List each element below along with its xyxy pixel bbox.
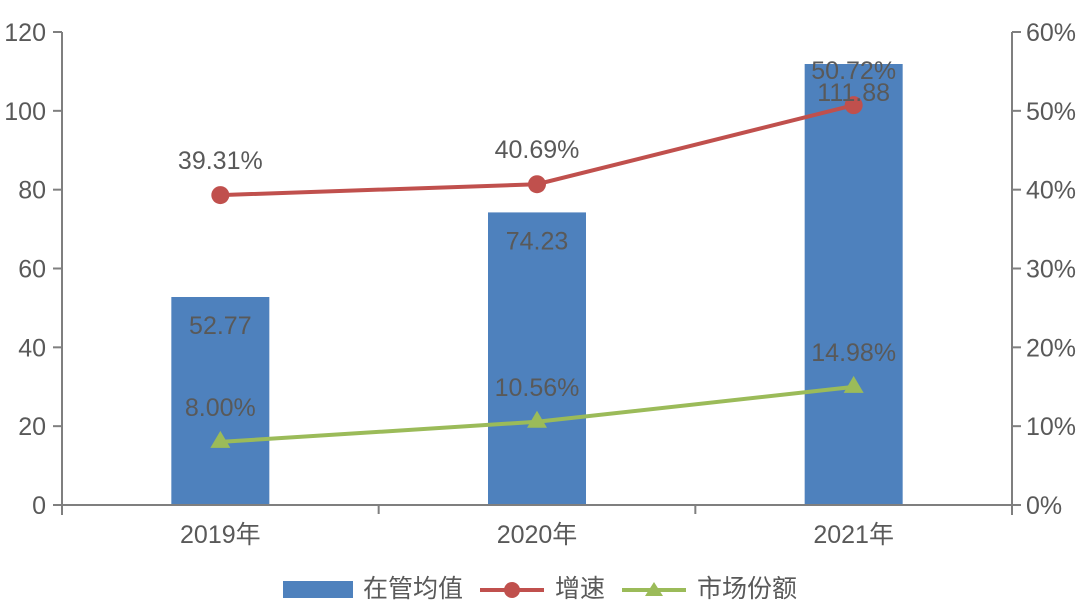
right-axis-tick-label: 40% bbox=[1026, 177, 1076, 205]
line-data-label: 39.31% bbox=[178, 147, 263, 175]
bar-2020年 bbox=[488, 212, 586, 505]
legend-label-share: 市场份额 bbox=[697, 575, 798, 603]
category-label: 2021年 bbox=[813, 521, 894, 549]
legend-item-bar: 在管均值 bbox=[282, 575, 463, 603]
right-axis-tick-label: 60% bbox=[1026, 19, 1076, 47]
line-data-label: 14.98% bbox=[811, 339, 896, 367]
bar-data-label: 74.23 bbox=[506, 227, 569, 255]
share-point-marker bbox=[527, 410, 547, 428]
growth-point-marker bbox=[528, 175, 546, 194]
bar-2019年 bbox=[171, 296, 270, 505]
legend-label-growth: 增速 bbox=[554, 575, 605, 603]
plot-area: 0 20 40 60 80 100 120 0% 10% 20% 30% 40% 50% 60% 2019年… bbox=[4, 19, 1076, 549]
growth-point-marker bbox=[844, 96, 863, 115]
left-axis-tick-label: 120 bbox=[4, 19, 46, 47]
right-axis-tick-label: 20% bbox=[1026, 334, 1076, 362]
category-label: 2019年 bbox=[180, 521, 261, 549]
legend: 在管均值 增速 市场份额 bbox=[0, 577, 1080, 602]
left-axis-tick-label: 100 bbox=[4, 98, 46, 126]
line-circle-marker-icon bbox=[479, 581, 544, 598]
right-axis-tick-label: 50% bbox=[1026, 98, 1076, 126]
category-label: 2020年 bbox=[497, 521, 578, 549]
left-axis-tick-label: 0 bbox=[32, 492, 46, 520]
left-axis-tick-label: 80 bbox=[18, 177, 46, 205]
legend-item-growth: 增速 bbox=[479, 577, 605, 602]
growth-point-marker bbox=[211, 186, 230, 205]
left-axis-tick-label: 60 bbox=[18, 256, 46, 284]
bar-data-label: 111.88 bbox=[817, 79, 890, 107]
line-data-label: 50.72% bbox=[811, 57, 896, 85]
line-data-label: 40.69% bbox=[495, 136, 580, 164]
line-data-label: 10.56% bbox=[495, 374, 580, 402]
share-point-marker bbox=[843, 375, 864, 393]
legend-item-share: 市场份额 bbox=[621, 577, 797, 602]
right-axis-tick-label: 0% bbox=[1026, 492, 1062, 520]
bar-2021年 bbox=[804, 64, 903, 505]
share-point-marker bbox=[210, 430, 231, 448]
right-axis-tick-label: 10% bbox=[1026, 413, 1076, 441]
left-axis-tick-label: 20 bbox=[18, 413, 46, 441]
left-axis-tick-label: 40 bbox=[18, 334, 46, 362]
legend-label-bar: 在管均值 bbox=[362, 575, 463, 603]
line-data-label: 8.00% bbox=[185, 394, 256, 422]
line-triangle-marker-icon bbox=[622, 581, 686, 596]
bar-data-label: 52.77 bbox=[189, 312, 252, 340]
bar-swatch-icon bbox=[282, 581, 353, 598]
right-axis-tick-label: 30% bbox=[1026, 256, 1076, 284]
